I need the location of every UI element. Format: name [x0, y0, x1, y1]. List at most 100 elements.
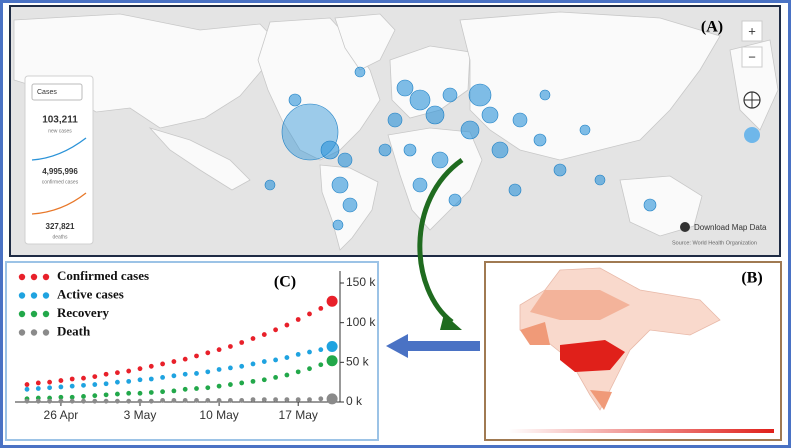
- data-point: [273, 327, 278, 333]
- legend-marker: [30, 310, 38, 318]
- data-point: [284, 397, 290, 403]
- data-point: [115, 391, 120, 397]
- data-point: [92, 382, 98, 387]
- data-point: [103, 398, 109, 404]
- data-point: [284, 355, 290, 360]
- data-point: [261, 332, 267, 337]
- data-point: [92, 398, 98, 404]
- data-point: [81, 394, 86, 399]
- x-tick-label: 17 May: [279, 408, 318, 422]
- data-point: [148, 390, 154, 395]
- data-point: [160, 361, 166, 367]
- data-point: [126, 368, 132, 374]
- y-tick-label: 50 k: [346, 355, 370, 369]
- zoom-out-button[interactable]: [741, 46, 763, 68]
- stats-card: Cases 103,211 new cases 4,995,996 confir…: [24, 75, 94, 245]
- stat-value: 103,211: [42, 115, 78, 126]
- data-point: [126, 378, 132, 384]
- dropdown[interactable]: [31, 83, 83, 101]
- data-point: [182, 398, 188, 403]
- data-point: [58, 378, 64, 383]
- legend-marker: [42, 310, 50, 318]
- panel-a: Cases 103,211 new cases 4,995,996 confir…: [9, 5, 781, 257]
- data-point: [35, 398, 41, 404]
- data-point: [115, 398, 120, 404]
- data-point: [326, 340, 338, 352]
- data-point: [47, 379, 52, 385]
- data-point: [326, 295, 338, 307]
- data-point: [69, 376, 75, 382]
- arrow-head: [440, 314, 462, 330]
- data-point: [148, 398, 154, 404]
- legend-marker: [30, 273, 38, 281]
- panel-b: (B): [484, 261, 782, 441]
- data-point: [326, 355, 338, 367]
- data-point: [58, 394, 64, 400]
- x-tick-label: 10 May: [199, 408, 238, 422]
- data-point: [318, 362, 324, 368]
- data-point: [307, 366, 312, 372]
- legend-marker: [30, 292, 38, 299]
- data-point: [228, 365, 233, 371]
- panel-label: (A): [701, 19, 723, 36]
- data-point: [92, 374, 98, 380]
- data-point: [307, 349, 312, 355]
- data-point: [228, 344, 233, 349]
- data-point: [205, 369, 211, 375]
- legend-marker: [42, 329, 50, 336]
- data-point: [318, 305, 324, 311]
- data-point: [318, 347, 324, 353]
- data-point: [239, 363, 245, 369]
- data-point: [171, 398, 177, 403]
- left-arrow: [405, 341, 480, 351]
- data-point: [205, 350, 211, 356]
- data-point: [250, 336, 256, 341]
- data-point: [47, 398, 52, 404]
- data-point: [326, 393, 338, 405]
- data-point: [261, 359, 267, 364]
- y-tick-label: 0 k: [346, 394, 363, 408]
- data-point: [115, 370, 120, 376]
- data-point: [194, 386, 199, 391]
- panel-border: [5, 261, 379, 441]
- globe-icon: [744, 92, 760, 108]
- legend-label: Death: [57, 323, 91, 338]
- stat-label: confirmed cases: [42, 179, 79, 185]
- data-point: [273, 357, 278, 363]
- region: [560, 340, 625, 372]
- data-point: [250, 361, 256, 367]
- data-point: [182, 356, 188, 362]
- stat-value: 327,821: [46, 222, 75, 231]
- data-point: [318, 396, 324, 402]
- data-point: [216, 367, 222, 372]
- data-point: [171, 359, 177, 364]
- panel-label: (B): [741, 270, 762, 287]
- data-point: [69, 383, 75, 389]
- data-point: [24, 382, 30, 387]
- data-point: [115, 379, 120, 385]
- data-point: [182, 386, 188, 392]
- download-link[interactable]: Download Map Data: [694, 223, 767, 232]
- data-point: [307, 397, 312, 403]
- download-icon[interactable]: [680, 222, 690, 232]
- data-point: [284, 372, 290, 378]
- data-point: [137, 377, 143, 383]
- data-point: [126, 390, 132, 396]
- panel-c: (C) 0 k 50 k 100 k 150 k 26 Apr 3 May 10 May 17…: [5, 261, 379, 441]
- zoom-in-button[interactable]: [741, 20, 763, 42]
- data-point: [250, 378, 256, 384]
- bubble-toggle[interactable]: [744, 127, 760, 143]
- data-point: [137, 366, 143, 372]
- legend-marker: [30, 329, 38, 336]
- y-tick-label: 100 k: [346, 315, 376, 329]
- data-point: [58, 398, 64, 404]
- x-tick-label: 26 Apr: [44, 408, 79, 422]
- data-point: [295, 397, 301, 403]
- data-point: [171, 388, 177, 394]
- color-scale: [508, 429, 774, 433]
- arrow-head: [386, 334, 408, 358]
- data-point: [160, 398, 166, 403]
- data-point: [160, 375, 166, 380]
- data-point: [81, 375, 86, 381]
